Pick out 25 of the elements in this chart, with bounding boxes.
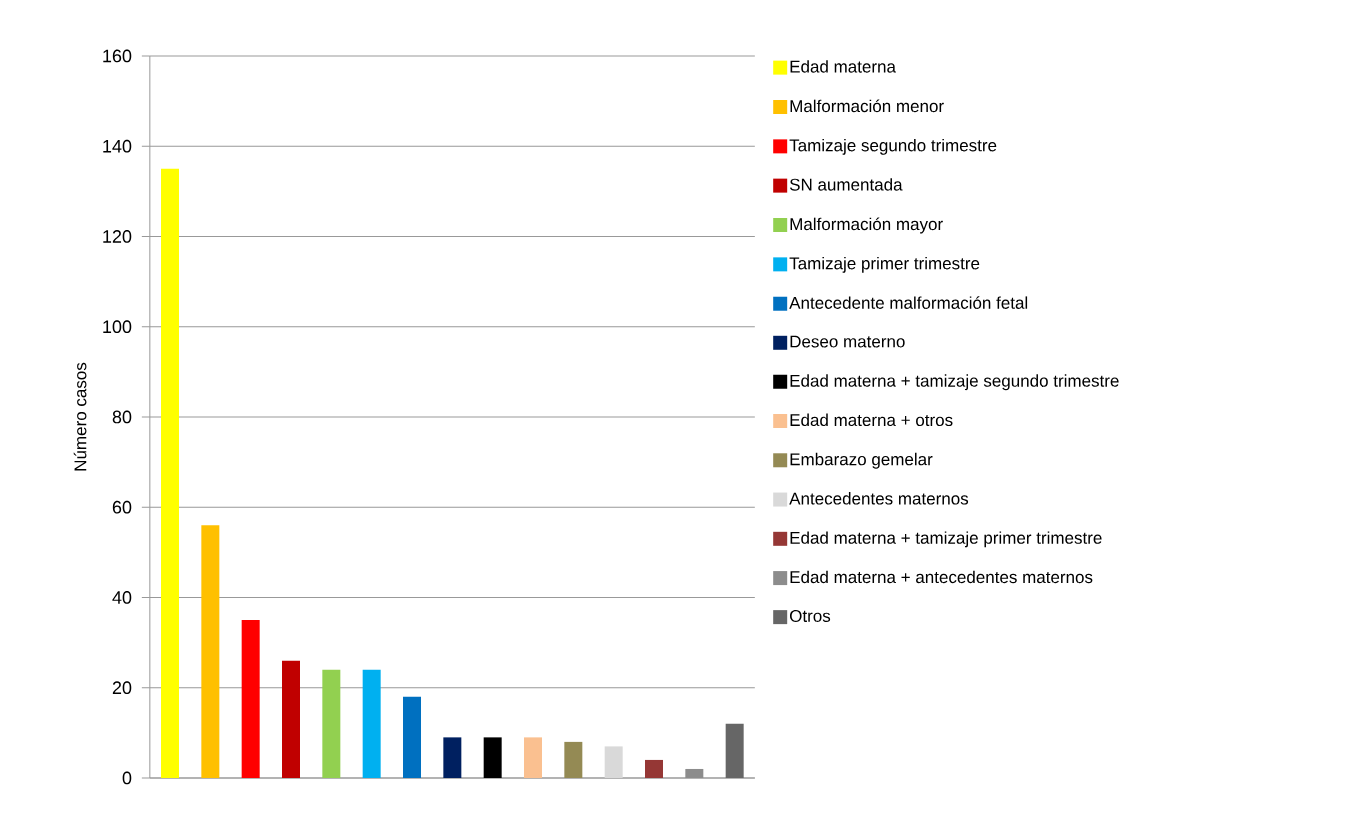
y-tick-label: 40 bbox=[112, 591, 132, 604]
legend-label: Antecedentes maternos bbox=[789, 492, 969, 505]
legend-label: Edad materna + tamizaje primer trimestre bbox=[790, 531, 1102, 548]
legend-label: Otros bbox=[789, 609, 831, 622]
y-tick-label: 0 bbox=[122, 771, 132, 785]
legend-label: Antecedente malformación fetal bbox=[789, 296, 1028, 309]
legend-label: Malformación mayor bbox=[790, 217, 943, 234]
y-tick-label: 80 bbox=[112, 410, 132, 424]
legend-label: Embarazo gemelar bbox=[790, 452, 933, 469]
y-tick-label: 120 bbox=[103, 230, 132, 243]
legend-label: SN aumentada bbox=[789, 178, 903, 191]
y-tick-label: 60 bbox=[112, 500, 132, 514]
legend-label: Tamizaje segundo trimestre bbox=[789, 138, 997, 155]
legend-label: Edad materna + tamizaje segundo trimestre bbox=[790, 374, 1119, 391]
y-tick-label: 160 bbox=[103, 49, 132, 63]
legend-label: Deseo materno bbox=[790, 335, 905, 348]
y-tick-label: 20 bbox=[112, 681, 132, 695]
legend-label: Edad materna bbox=[790, 60, 896, 73]
legend-label: Malformación menor bbox=[790, 99, 944, 113]
y-tick-label: 100 bbox=[103, 320, 132, 334]
legend-label: Tamizaje primer trimestre bbox=[789, 256, 980, 273]
legend-label: Edad materna + otros bbox=[790, 413, 953, 427]
y-tick-label: 140 bbox=[103, 139, 132, 153]
y-axis-title: Número casos bbox=[73, 362, 87, 471]
legend-label: Edad materna + antecedentes maternos bbox=[790, 570, 1093, 584]
